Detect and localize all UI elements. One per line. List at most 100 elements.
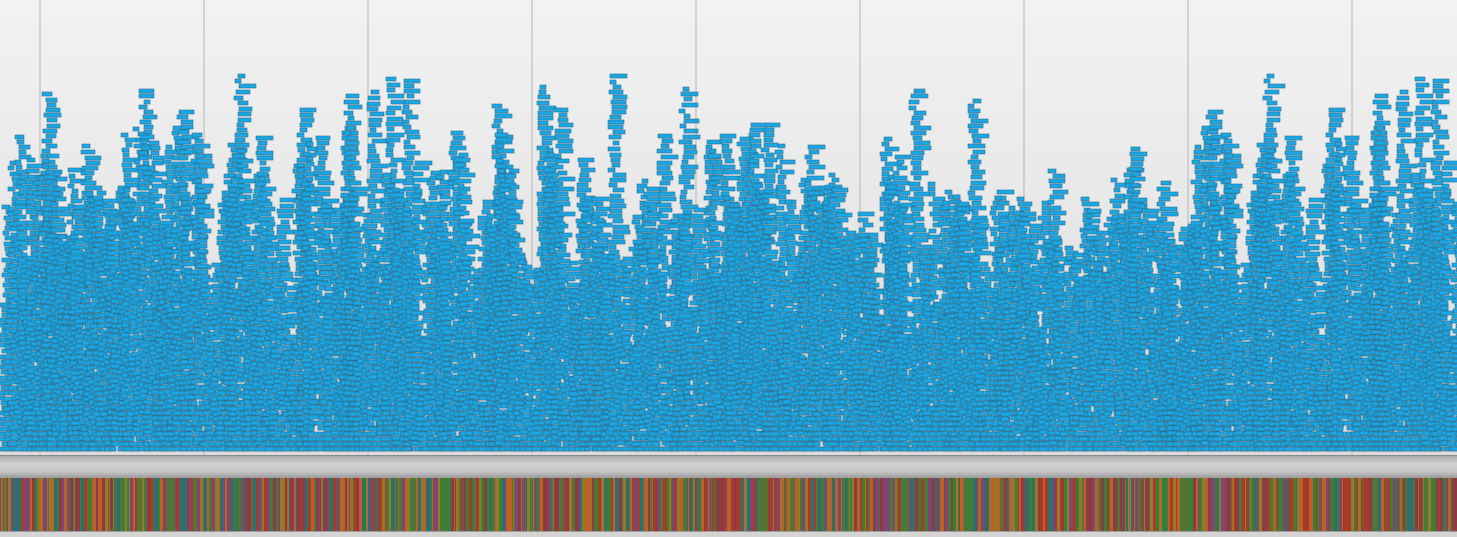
- event-bar[interactable]: [138, 155, 149, 161]
- event-bar[interactable]: [263, 241, 280, 247]
- event-bar[interactable]: [235, 262, 243, 268]
- event-bar[interactable]: [80, 426, 88, 432]
- event-bar[interactable]: [171, 420, 182, 426]
- event-bar[interactable]: [264, 384, 274, 390]
- event-bar[interactable]: [372, 262, 380, 268]
- event-bar[interactable]: [304, 186, 316, 192]
- event-bar[interactable]: [143, 99, 151, 105]
- event-bar[interactable]: [343, 99, 360, 105]
- event-bar[interactable]: [301, 196, 319, 202]
- event-bar[interactable]: [269, 436, 277, 442]
- event-bar[interactable]: [53, 186, 66, 192]
- event-bar[interactable]: [449, 246, 457, 252]
- event-bar[interactable]: [242, 260, 258, 266]
- event-bar[interactable]: [89, 328, 98, 334]
- event-bar[interactable]: [133, 159, 141, 165]
- event-bar[interactable]: [280, 219, 290, 225]
- event-bar[interactable]: [69, 244, 86, 250]
- event-bar[interactable]: [121, 322, 130, 328]
- event-bar[interactable]: [228, 197, 237, 203]
- event-bar[interactable]: [403, 99, 421, 105]
- event-bar[interactable]: [129, 236, 140, 242]
- event-bar[interactable]: [259, 166, 271, 172]
- event-bar[interactable]: [405, 175, 414, 181]
- event-bar[interactable]: [180, 195, 189, 201]
- event-bar[interactable]: [139, 134, 155, 140]
- event-bar[interactable]: [237, 158, 254, 164]
- event-bar[interactable]: [318, 155, 328, 161]
- event-bar[interactable]: [55, 176, 68, 182]
- event-bar[interactable]: [155, 275, 164, 281]
- event-bar[interactable]: [87, 369, 95, 375]
- event-bar[interactable]: [298, 446, 309, 452]
- event-bar[interactable]: [453, 178, 472, 184]
- event-bar[interactable]: [110, 363, 120, 369]
- event-bar[interactable]: [42, 128, 58, 134]
- event-bar[interactable]: [237, 111, 252, 117]
- event-bar[interactable]: [358, 281, 367, 287]
- event-bar[interactable]: [215, 430, 225, 436]
- event-bar[interactable]: [386, 142, 395, 148]
- event-bar[interactable]: [303, 166, 312, 172]
- event-bar[interactable]: [307, 431, 316, 437]
- event-bar[interactable]: [367, 132, 383, 138]
- event-bar[interactable]: [413, 320, 424, 326]
- event-bar[interactable]: [50, 217, 65, 223]
- event-bar[interactable]: [194, 426, 203, 432]
- event-bar[interactable]: [369, 208, 382, 214]
- event-bar[interactable]: [403, 83, 415, 89]
- event-bar[interactable]: [256, 305, 267, 311]
- event-bar[interactable]: [411, 346, 423, 352]
- event-bar[interactable]: [402, 119, 410, 125]
- event-bar[interactable]: [16, 225, 28, 231]
- event-bar[interactable]: [68, 173, 76, 179]
- event-bar[interactable]: [401, 160, 414, 166]
- event-bar[interactable]: [227, 172, 235, 178]
- event-bar[interactable]: [151, 171, 168, 177]
- event-bar[interactable]: [192, 143, 211, 149]
- event-bar[interactable]: [81, 165, 99, 171]
- event-bar[interactable]: [439, 194, 451, 200]
- event-bar[interactable]: [70, 249, 84, 255]
- event-bar[interactable]: [333, 313, 342, 319]
- event-bar[interactable]: [176, 114, 189, 120]
- event-bar[interactable]: [1, 257, 13, 263]
- event-bar[interactable]: [386, 249, 394, 255]
- event-bar[interactable]: [363, 339, 374, 345]
- event-bar[interactable]: [172, 202, 180, 208]
- event-bar[interactable]: [122, 431, 133, 437]
- event-bar[interactable]: [439, 300, 449, 306]
- event-bar[interactable]: [349, 262, 358, 268]
- event-bar[interactable]: [321, 249, 333, 255]
- event-bar[interactable]: [401, 165, 412, 171]
- event-bar[interactable]: [46, 153, 60, 159]
- event-bar[interactable]: [69, 234, 79, 240]
- event-bar[interactable]: [120, 207, 130, 213]
- event-bar[interactable]: [15, 164, 23, 170]
- event-bar[interactable]: [372, 277, 380, 283]
- event-bar[interactable]: [26, 362, 35, 368]
- event-bar[interactable]: [369, 223, 378, 229]
- event-bar[interactable]: [43, 112, 62, 118]
- event-bar[interactable]: [170, 217, 182, 223]
- event-bar[interactable]: [156, 290, 164, 296]
- event-bar[interactable]: [261, 230, 275, 236]
- event-bar[interactable]: [453, 251, 462, 257]
- event-bar[interactable]: [102, 203, 115, 209]
- event-bar[interactable]: [297, 147, 306, 153]
- event-bar[interactable]: [187, 359, 195, 365]
- event-bar[interactable]: [47, 358, 57, 364]
- event-bar[interactable]: [347, 396, 355, 402]
- event-bar[interactable]: [233, 331, 244, 337]
- event-bar[interactable]: [386, 294, 395, 300]
- event-bar[interactable]: [194, 153, 205, 159]
- event-bar[interactable]: [122, 192, 130, 198]
- event-bar[interactable]: [320, 203, 333, 209]
- event-bar[interactable]: [453, 215, 461, 221]
- event-bar[interactable]: [237, 178, 256, 184]
- event-bar[interactable]: [179, 210, 192, 216]
- event-bar[interactable]: [447, 425, 457, 431]
- event-bar[interactable]: [180, 354, 189, 360]
- event-bar[interactable]: [430, 170, 442, 176]
- event-bar[interactable]: [363, 218, 374, 224]
